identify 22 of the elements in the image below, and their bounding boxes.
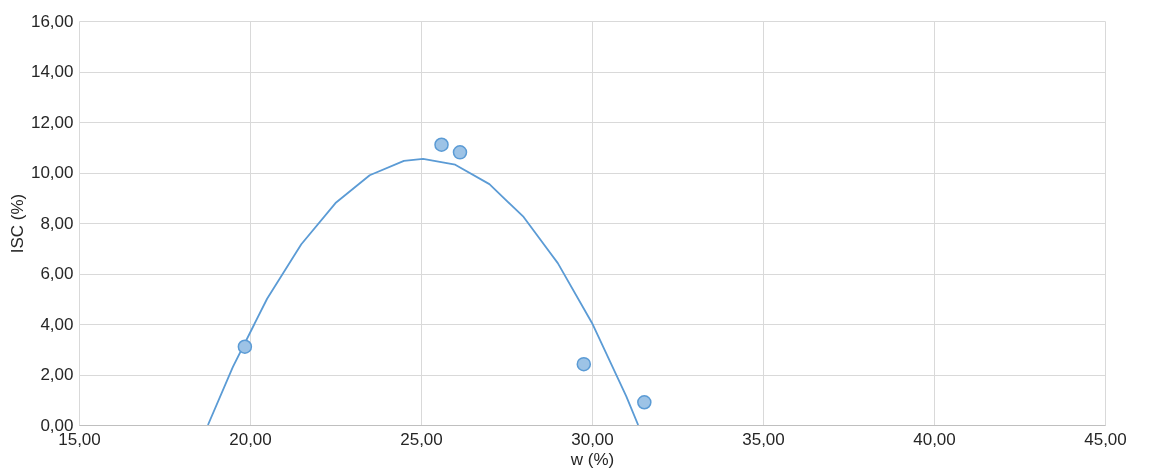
point	[434, 137, 449, 152]
x-tick-label: 30,00	[571, 429, 614, 449]
point	[576, 356, 592, 372]
y-tick-label: 10,00	[30, 163, 74, 182]
x-axis-title: w (%)	[569, 449, 615, 469]
x-tick-label: 20,00	[229, 429, 272, 449]
point	[637, 395, 652, 410]
y-tick-label: 12,00	[30, 112, 74, 132]
y-tick-label: 4,00	[40, 314, 74, 334]
y-tick-label: 6,00	[40, 264, 74, 283]
y-tick-label: 8,00	[40, 213, 74, 233]
x-tick-label: 25,00	[400, 429, 443, 449]
point	[452, 145, 468, 160]
y-tick-label: 14,00	[30, 62, 74, 81]
y-axis-title: ISC (%)	[7, 193, 27, 254]
x-tick-label: 35,00	[742, 429, 785, 449]
y-tick-label: 2,00	[40, 365, 74, 384]
x-tick-label: 40,00	[913, 429, 956, 449]
line-series	[207, 157, 640, 425]
x-tick-label: 45,00	[1084, 429, 1127, 449]
point	[237, 339, 253, 354]
y-tick-label: 16,00	[30, 11, 74, 31]
